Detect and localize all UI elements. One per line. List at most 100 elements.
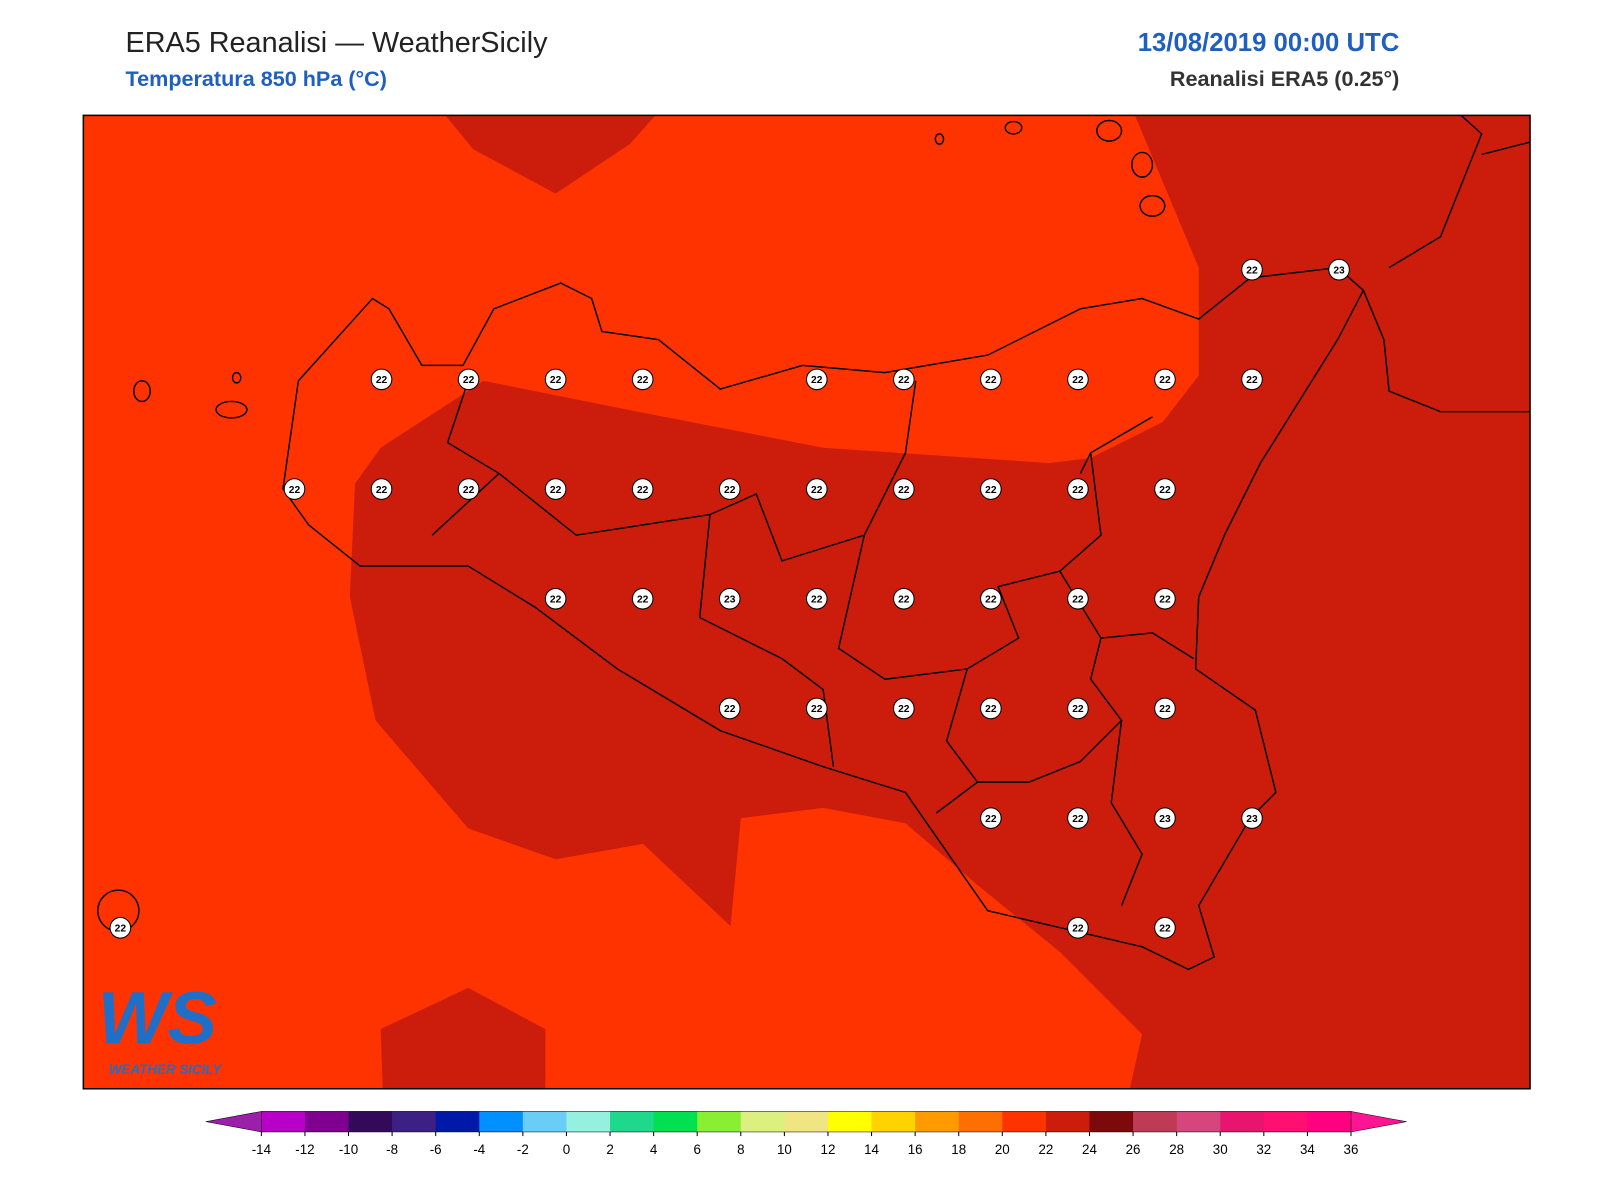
- colorbar-tick-label: -2: [517, 1142, 529, 1157]
- colorbar-box: [1133, 1111, 1178, 1132]
- colorbar-tick-label: 12: [821, 1142, 836, 1157]
- station-marker: [980, 807, 1002, 829]
- colorbar-box: [871, 1111, 916, 1132]
- colorbar-box: [827, 1111, 873, 1132]
- station-marker: [980, 368, 1002, 391]
- colorbar-box: [1220, 1111, 1265, 1132]
- station-marker: [370, 478, 393, 500]
- station-value: 22: [1159, 595, 1171, 606]
- colorbar-tick-label: 34: [1300, 1142, 1315, 1157]
- station-value: 22: [811, 704, 823, 715]
- field-22-24: [349, 115, 1531, 1089]
- coastline: [282, 266, 1365, 971]
- station-value: 22: [115, 924, 127, 935]
- station-marker: [1241, 258, 1263, 281]
- station-marker: [1154, 697, 1176, 720]
- colorbar-tick-label: 8: [737, 1142, 744, 1157]
- station-value: 22: [550, 595, 562, 606]
- colorbar-box: [1307, 1111, 1352, 1132]
- station-value: 22: [376, 375, 388, 386]
- station-value: 22: [1072, 814, 1084, 825]
- colorbar-tick-label: -10: [339, 1142, 358, 1157]
- station-marker: [893, 697, 915, 720]
- colorbar-outline: [261, 1111, 1352, 1133]
- station-marker: [457, 478, 480, 500]
- station-marker: [805, 368, 828, 391]
- station-value: 22: [985, 814, 997, 825]
- colorbar-box: [653, 1111, 698, 1132]
- station-value: 22: [550, 485, 562, 496]
- station-value: 22: [1246, 265, 1258, 276]
- colorbar-tick-label: 26: [1126, 1142, 1141, 1157]
- station-value: 22: [1072, 375, 1084, 386]
- station-value: 22: [1072, 595, 1084, 606]
- station-value: 22: [811, 595, 823, 606]
- station-value: 22: [811, 485, 823, 496]
- colorbar-box: [958, 1111, 1003, 1132]
- map: [83, 115, 1531, 1089]
- station-marker: [980, 697, 1002, 720]
- colorbar-tick-label: 24: [1082, 1142, 1097, 1157]
- station-marker: [893, 368, 915, 391]
- station-value: 22: [1159, 485, 1171, 496]
- colorbar-tick-label: 30: [1213, 1142, 1228, 1157]
- colorbar-tick-label: 32: [1256, 1142, 1271, 1157]
- station-value: 22: [1159, 704, 1171, 715]
- colorbar-tick-label: 36: [1344, 1142, 1359, 1157]
- colorbar-tick-label: 2: [606, 1142, 613, 1157]
- station-value: 22: [637, 485, 649, 496]
- station-marker: [718, 587, 741, 610]
- colorbar-tick-label: 22: [1038, 1142, 1053, 1157]
- station-marker: [893, 587, 915, 610]
- station-marker: [805, 478, 828, 500]
- station-value: 23: [1246, 814, 1258, 825]
- station-marker: [980, 478, 1002, 500]
- colorbar-tick-label: 4: [650, 1142, 658, 1157]
- station-marker: [1067, 697, 1089, 720]
- colorbar-tick-label: -4: [473, 1142, 485, 1157]
- colorbar-tick-label: 16: [908, 1142, 923, 1157]
- station-value: 22: [1246, 375, 1258, 386]
- station-marker: [718, 478, 741, 500]
- station-value: 22: [811, 375, 823, 386]
- station-value: 22: [898, 704, 910, 715]
- station-value: 22: [550, 375, 562, 386]
- subtitle: Temperatura 850 hPa (°C): [126, 66, 387, 91]
- station-marker: [370, 368, 393, 391]
- station-marker: [631, 368, 654, 391]
- station-marker: [1241, 807, 1263, 829]
- station-value: 22: [289, 485, 301, 496]
- colorbar-tick-label: 20: [995, 1142, 1010, 1157]
- colorbar-box: [392, 1111, 437, 1132]
- station-value: 22: [898, 595, 910, 606]
- colorbar-box: [784, 1111, 829, 1132]
- colorbar-over: [1350, 1111, 1407, 1133]
- station-marker: [544, 478, 567, 500]
- station-value: 22: [724, 704, 736, 715]
- colorbar-box: [1089, 1111, 1134, 1132]
- source: Reanalisi ERA5 (0.25°): [1170, 66, 1399, 91]
- station-marker: [631, 478, 654, 500]
- colorbar-tick-label: 18: [951, 1142, 966, 1157]
- colorbar-tick-label: -12: [295, 1142, 314, 1157]
- station-marker: [1154, 807, 1176, 829]
- station-value: 22: [1072, 924, 1084, 935]
- station-marker: [1328, 258, 1350, 281]
- calabria-coast: [1362, 115, 1531, 413]
- colorbar-box: [697, 1111, 742, 1132]
- station-value: 22: [637, 375, 649, 386]
- station-marker: [544, 587, 567, 610]
- colorbar-box: [915, 1111, 960, 1132]
- logo-text: WEATHER SICILY: [109, 1062, 222, 1077]
- colorbar: -14 -12 -10 -8 -6 -4 -2 0 2 4 6 8 10 12 14 16 18 20 22 24 26…: [205, 1111, 1407, 1157]
- colorbar-tick-label: -8: [386, 1142, 398, 1157]
- station-value: 22: [985, 704, 997, 715]
- station-marker: [1067, 807, 1089, 829]
- colorbar-box: [1176, 1111, 1221, 1132]
- station-labels: 22 23 22 22 22 22 22 22 22 22 22 22 22 22 22 22 22 22 22 22…: [109, 258, 1350, 939]
- field-22-24: [445, 115, 656, 194]
- title: ERA5 Reanalisi — WeatherSicily: [126, 27, 549, 59]
- station-value: 23: [1333, 265, 1345, 276]
- station-marker: [718, 697, 741, 720]
- station-marker: [544, 368, 567, 391]
